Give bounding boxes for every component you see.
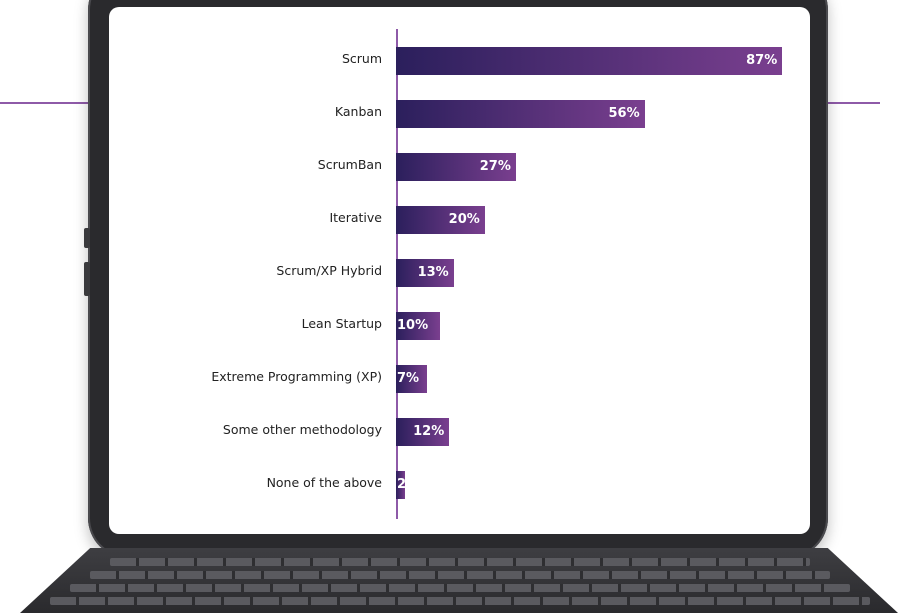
category-label: ScrumBan — [317, 157, 382, 172]
category-label: Kanban — [334, 104, 382, 119]
bar — [396, 471, 405, 499]
value-label: 12% — [413, 424, 445, 439]
bar — [396, 100, 645, 128]
value-label: 2% — [397, 477, 420, 492]
value-label: 87% — [746, 53, 778, 68]
decorative-rule-right — [826, 102, 880, 104]
category-label: Extreme Programming (XP) — [211, 369, 382, 384]
tablet-side-button — [84, 228, 90, 248]
bar — [396, 259, 454, 287]
category-label: Iterative — [329, 210, 382, 225]
value-label: 56% — [608, 106, 640, 121]
decorative-rule-left — [0, 102, 90, 104]
bar — [396, 312, 441, 340]
category-label: Lean Startup — [301, 316, 382, 331]
bar — [396, 47, 783, 75]
value-label: 7% — [397, 371, 420, 386]
value-label: 27% — [479, 159, 511, 174]
keyboard — [20, 548, 898, 613]
category-label: Scrum/XP Hybrid — [276, 263, 382, 278]
bar — [396, 153, 516, 181]
value-label: 20% — [448, 212, 480, 227]
bar — [396, 418, 450, 446]
tablet-screen: Scrum 87% Kanban 56% ScrumBan 27% Iterative 20%… — [109, 7, 810, 534]
bar — [396, 365, 428, 393]
category-label: None of the above — [266, 475, 382, 490]
bar-chart: Scrum 87% Kanban 56% ScrumBan 27% Iterative 20%… — [109, 7, 810, 534]
value-label: 13% — [417, 265, 449, 280]
key-row — [70, 584, 850, 592]
key-row — [90, 571, 830, 579]
category-label: Scrum — [341, 51, 382, 66]
tablet-side-button — [84, 262, 90, 296]
key-row — [50, 597, 870, 605]
category-label: Some other methodology — [222, 422, 382, 437]
bar — [396, 206, 485, 234]
value-label: 10% — [397, 318, 429, 333]
key-row — [110, 558, 810, 566]
